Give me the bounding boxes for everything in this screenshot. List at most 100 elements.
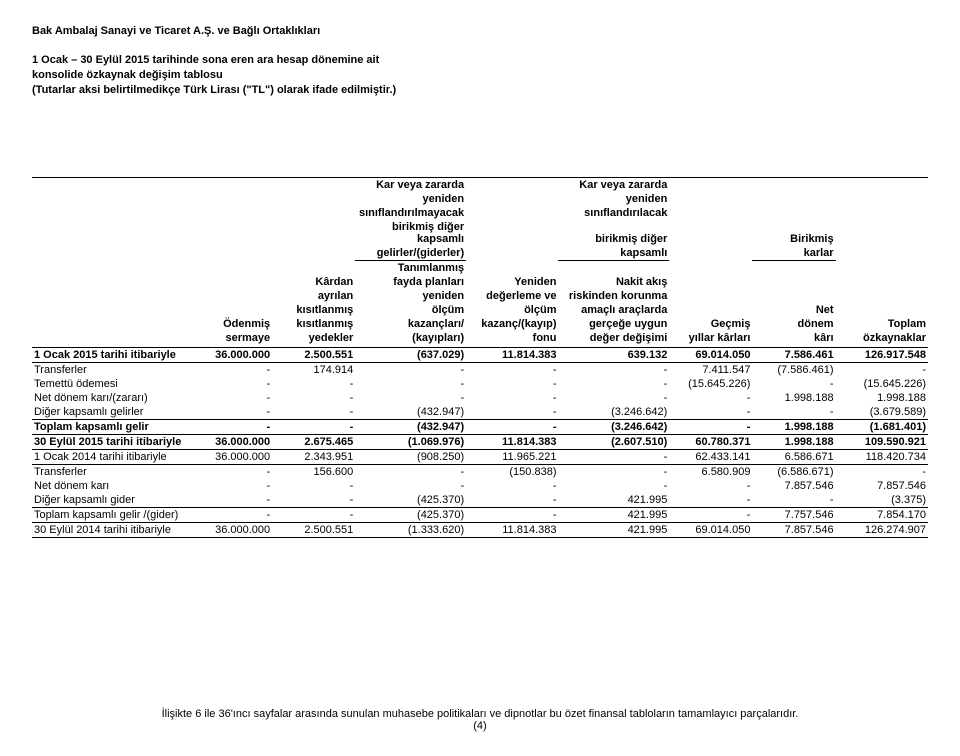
hdr-c5-3: birikmiş diğer — [558, 220, 669, 246]
cell-value: (2.607.510) — [558, 435, 669, 450]
hdr-c5-2: sınıflandırılacak — [558, 206, 669, 220]
hdr-c4-2: Yeniden — [466, 275, 558, 289]
cell-value: 1.998.188 — [836, 391, 928, 405]
cell-value: 2.343.951 — [272, 450, 355, 465]
cell-value: 7.411.547 — [669, 363, 752, 378]
table-row: Toplam kapsamlı gelir--(432.947)-(3.246.… — [32, 420, 928, 435]
row-label: Net dönem karı — [32, 479, 198, 493]
cell-value: (1.069.976) — [355, 435, 466, 450]
footer-block: İlişikte 6 ile 36'ıncı sayfalar arasında… — [32, 708, 928, 732]
cell-value: 36.000.000 — [198, 435, 272, 450]
cell-value: 421.995 — [558, 493, 669, 508]
hdr-c6-6: Geçmiş — [669, 317, 752, 331]
cell-value: - — [558, 450, 669, 465]
table-row: Transferler-174.914---7.411.547(7.586.46… — [32, 363, 928, 378]
cell-value: (908.250) — [355, 450, 466, 465]
row-label: Transferler — [32, 465, 198, 480]
hdr-c3b-4: kazançları/ — [355, 317, 466, 331]
cell-value: 11.814.383 — [466, 435, 558, 450]
hdr-c4-5: kazanç/(kayıp) — [466, 317, 558, 331]
cell-value: 421.995 — [558, 523, 669, 538]
cell-value: 1.998.188 — [752, 391, 835, 405]
hdr-c5b-3: gerçeğe uygun — [558, 317, 669, 331]
cell-value: - — [466, 479, 558, 493]
cell-value: - — [558, 465, 669, 480]
hdr-c1-6: Ödenmiş — [198, 317, 272, 331]
cell-value: - — [198, 465, 272, 480]
cell-value: 69.014.050 — [669, 348, 752, 363]
cell-value: - — [198, 493, 272, 508]
cell-value: - — [198, 508, 272, 523]
cell-value: 7.757.546 — [752, 508, 835, 523]
footer-page: (4) — [32, 720, 928, 732]
table-row: Net dönem karı------7.857.5467.857.546 — [32, 479, 928, 493]
hdr-c1-7: sermaye — [198, 331, 272, 348]
cell-value: 36.000.000 — [198, 523, 272, 538]
cell-value: 639.132 — [558, 348, 669, 363]
cell-value: - — [355, 465, 466, 480]
subtitle-line3: (Tutarlar aksi belirtilmedikçe Türk Lira… — [32, 83, 928, 98]
row-label: 30 Eylül 2015 tarihi itibariyle — [32, 435, 198, 450]
hdr-c2-6b: kısıtlanmış — [272, 317, 355, 331]
hdr-c3b-2: yeniden — [355, 289, 466, 303]
cell-value: (3.375) — [836, 493, 928, 508]
cell-value: - — [558, 377, 669, 391]
cell-value: - — [558, 391, 669, 405]
cell-value: - — [752, 493, 835, 508]
report-subtitle: 1 Ocak – 30 Eylül 2015 tarihinde sona er… — [32, 53, 928, 98]
cell-value: - — [355, 377, 466, 391]
cell-value: - — [669, 508, 752, 523]
cell-value: 421.995 — [558, 508, 669, 523]
table-row: Net dönem karı/(zararı)------1.998.1881.… — [32, 391, 928, 405]
cell-value: - — [752, 377, 835, 391]
cell-value: (150.838) — [466, 465, 558, 480]
cell-value: (425.370) — [355, 493, 466, 508]
cell-value: 2.675.465 — [272, 435, 355, 450]
cell-value: - — [198, 363, 272, 378]
cell-value: 126.274.907 — [836, 523, 928, 538]
cell-value: - — [669, 391, 752, 405]
row-label: Transferler — [32, 363, 198, 378]
hdr-c2-6: kısıtlanmış — [272, 303, 355, 317]
cell-value: 118.420.734 — [836, 450, 928, 465]
hdr-c3-2: sınıflandırılmayacak — [355, 206, 466, 220]
cell-value: (1.681.401) — [836, 420, 928, 435]
row-label: 1 Ocak 2015 tarihi itibariyle — [32, 348, 198, 363]
hdr-c6-7: yıllar kârları — [669, 331, 752, 348]
hdr-c7-3: Birikmiş — [752, 220, 835, 246]
cell-value: 11.814.383 — [466, 523, 558, 538]
cell-value: 6.586.671 — [752, 450, 835, 465]
cell-value: - — [198, 420, 272, 435]
hdr-c7b-2: dönem — [752, 317, 835, 331]
cell-value: (1.333.620) — [355, 523, 466, 538]
table-row: Toplam kapsamlı gelir /(gider)--(425.370… — [32, 508, 928, 523]
table-row: Diğer kapsamlı gider--(425.370)-421.995-… — [32, 493, 928, 508]
company-title: Bak Ambalaj Sanayi ve Ticaret A.Ş. ve Ba… — [32, 24, 928, 39]
hdr-c8-6: Toplam — [836, 317, 928, 331]
hdr-c7b-1: Net — [752, 303, 835, 317]
hdr-c3b-5: (kayıpları) — [355, 331, 466, 348]
cell-value: (15.645.226) — [669, 377, 752, 391]
table-row: 1 Ocak 2014 tarihi itibariyle36.000.0002… — [32, 450, 928, 465]
hdr-c3b-0: Tanımlanmış — [355, 261, 466, 276]
hdr-c5-0: Kar veya zararda — [558, 178, 669, 193]
hdr-c3b-3: ölçüm — [355, 303, 466, 317]
cell-value: - — [272, 493, 355, 508]
hdr-c2-5: ayrılan — [272, 289, 355, 303]
cell-value: 2.500.551 — [272, 348, 355, 363]
cell-value: - — [669, 405, 752, 420]
cell-value: 11.965.221 — [466, 450, 558, 465]
row-label: Toplam kapsamlı gelir — [32, 420, 198, 435]
cell-value: - — [355, 479, 466, 493]
row-label: Net dönem karı/(zararı) — [32, 391, 198, 405]
table-row: 30 Eylül 2014 tarihi itibariyle36.000.00… — [32, 523, 928, 538]
cell-value: - — [466, 391, 558, 405]
cell-value: (6.586.671) — [752, 465, 835, 480]
cell-value: 36.000.000 — [198, 348, 272, 363]
cell-value: (3.246.642) — [558, 405, 669, 420]
table-row: Transferler-156.600-(150.838)-6.580.909(… — [32, 465, 928, 480]
cell-value: - — [198, 405, 272, 420]
subtitle-line2: konsolide özkaynak değişim tablosu — [32, 68, 928, 83]
row-label: Temettü ödemesi — [32, 377, 198, 391]
table-row: 30 Eylül 2015 tarihi itibariyle36.000.00… — [32, 435, 928, 450]
